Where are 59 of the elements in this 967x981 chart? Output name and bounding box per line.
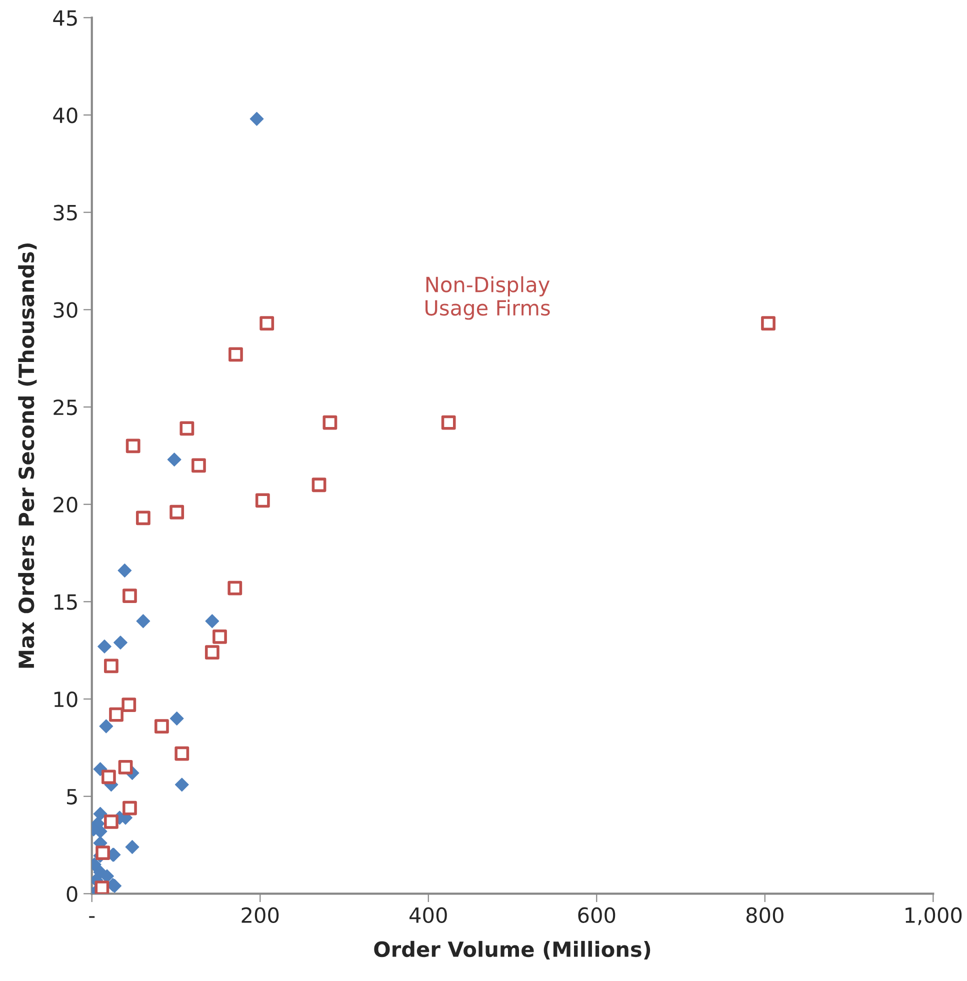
- point: [100, 869, 114, 884]
- point: [96, 846, 110, 860]
- point: [260, 316, 274, 330]
- point: [104, 658, 118, 674]
- point: [170, 504, 184, 520]
- y-tick-label: 30: [54, 302, 78, 318]
- y-tick-label: 5: [67, 789, 77, 805]
- point: [98, 639, 112, 654]
- x-tick-label: 800: [746, 907, 784, 924]
- point: [250, 112, 264, 126]
- point: [174, 778, 189, 792]
- y-tick-label: 20: [54, 496, 78, 513]
- point: [322, 415, 338, 430]
- point: [122, 698, 136, 712]
- point: [441, 415, 456, 430]
- point: [114, 636, 128, 650]
- point: [312, 478, 326, 492]
- point: [180, 421, 194, 436]
- x-tick-label: 400: [410, 907, 447, 924]
- point: [255, 493, 270, 508]
- point: [99, 719, 114, 734]
- point: [154, 719, 169, 734]
- x-tick-label: -: [89, 916, 95, 918]
- point: [126, 438, 140, 454]
- x-tick-label: 600: [578, 907, 616, 924]
- y-tick-label: 0: [66, 886, 78, 902]
- y-tick-label: 35: [54, 204, 77, 221]
- point: [204, 645, 220, 660]
- point: [136, 614, 150, 628]
- point: [94, 880, 110, 894]
- point: [167, 452, 182, 467]
- point: [192, 458, 206, 473]
- point: [205, 614, 220, 628]
- point: [118, 760, 133, 774]
- x-tick-label: 200: [242, 907, 279, 924]
- point: [125, 840, 140, 854]
- point: [174, 746, 190, 761]
- point: [170, 712, 184, 726]
- point: [118, 564, 132, 578]
- y-tick-label: 15: [54, 594, 77, 610]
- point: [212, 630, 227, 644]
- point: [93, 806, 108, 821]
- point: [101, 770, 116, 784]
- point: [228, 580, 242, 596]
- point: [109, 707, 124, 722]
- y-tick-label: 40: [53, 107, 78, 124]
- x-tick-label: 1,000: [906, 907, 962, 926]
- y-tick-label: 25: [54, 399, 77, 416]
- point: [136, 510, 150, 526]
- point: [122, 800, 137, 816]
- x-axis-title: Order Volume (Millions): [374, 940, 650, 960]
- y-tick-label: 45: [53, 10, 77, 26]
- y-tick-label: 10: [54, 691, 78, 708]
- point: [122, 588, 137, 604]
- y-axis-title: Max Orders Per Second (Thousands): [18, 243, 37, 668]
- point: [104, 814, 118, 829]
- text: Non-Display Usage Firms: [426, 276, 550, 320]
- point: [228, 347, 243, 362]
- point: [761, 316, 776, 330]
